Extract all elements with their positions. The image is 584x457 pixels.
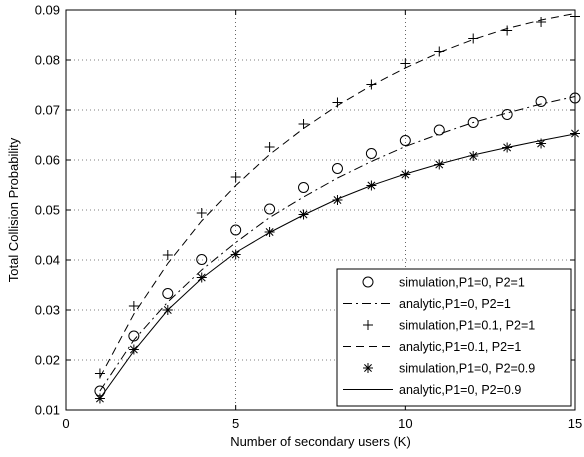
data-point bbox=[298, 182, 310, 193]
data-point bbox=[298, 119, 309, 129]
legend-marker bbox=[363, 320, 373, 330]
x-axis-label: Number of secondary users (K) bbox=[230, 434, 411, 449]
data-point bbox=[365, 148, 377, 159]
data-point bbox=[128, 344, 139, 355]
data-point bbox=[366, 79, 377, 90]
legend-label: analytic,P1=0.1, P2=1 bbox=[399, 340, 521, 354]
y-tick-label: 0.06 bbox=[35, 153, 60, 168]
series-3 bbox=[99, 13, 576, 378]
legend-label: analytic,P1=0, P2=0.9 bbox=[399, 383, 521, 397]
y-axis-label: Total Collision Probability bbox=[6, 137, 21, 282]
series-line bbox=[99, 96, 576, 392]
data-point bbox=[502, 25, 513, 36]
data-point bbox=[162, 288, 174, 299]
series-line bbox=[99, 133, 576, 399]
legend: simulation,P1=0, P2=1 analytic,P1=0, P2=1… bbox=[336, 268, 572, 407]
x-tick-label: 10 bbox=[398, 416, 412, 431]
axis-ticks: 0 5 10 15 0.01 0.02 0.03 0.04 0.05 0.06 0.07 0.08 0.… bbox=[35, 3, 583, 432]
x-tick-label: 5 bbox=[232, 416, 239, 431]
y-tick-label: 0.02 bbox=[35, 353, 60, 368]
data-point bbox=[536, 17, 547, 27]
series-line bbox=[99, 13, 576, 378]
data-point bbox=[230, 172, 241, 182]
data-point bbox=[433, 124, 445, 136]
legend-label: simulation,P1=0, P2=0.9 bbox=[399, 362, 535, 376]
data-point bbox=[264, 142, 275, 152]
data-point bbox=[535, 96, 547, 107]
data-point bbox=[196, 208, 207, 218]
data-point bbox=[467, 117, 479, 128]
series-1 bbox=[99, 96, 576, 392]
legend-label: analytic,P1=0, P2=1 bbox=[399, 297, 511, 311]
data-point bbox=[264, 203, 276, 215]
y-tick-label: 0.04 bbox=[35, 253, 60, 268]
x-tick-label: 15 bbox=[568, 416, 582, 431]
y-tick-label: 0.07 bbox=[35, 103, 60, 118]
data-point bbox=[162, 250, 173, 260]
data-point bbox=[196, 254, 208, 265]
data-point bbox=[196, 272, 207, 283]
y-tick-label: 0.03 bbox=[35, 303, 60, 318]
x-tick-label: 0 bbox=[62, 416, 69, 431]
data-point bbox=[331, 163, 343, 174]
y-tick-label: 0.01 bbox=[35, 403, 60, 418]
y-tick-label: 0.05 bbox=[35, 203, 60, 218]
data-point bbox=[128, 330, 140, 342]
y-tick-label: 0.09 bbox=[35, 3, 60, 18]
legend-box bbox=[336, 268, 572, 407]
legend-label: simulation,P1=0, P2=1 bbox=[399, 276, 525, 290]
y-tick-label: 0.08 bbox=[35, 53, 60, 68]
series-5 bbox=[99, 133, 576, 399]
data-point bbox=[230, 249, 241, 260]
data-point bbox=[332, 195, 343, 205]
data-point bbox=[399, 135, 411, 146]
legend-marker bbox=[363, 363, 373, 373]
data-point bbox=[230, 224, 242, 236]
legend-marker bbox=[362, 276, 374, 288]
legend-label: simulation,P1=0.1, P2=1 bbox=[399, 319, 535, 333]
data-point bbox=[128, 301, 139, 311]
data-point bbox=[400, 58, 411, 69]
